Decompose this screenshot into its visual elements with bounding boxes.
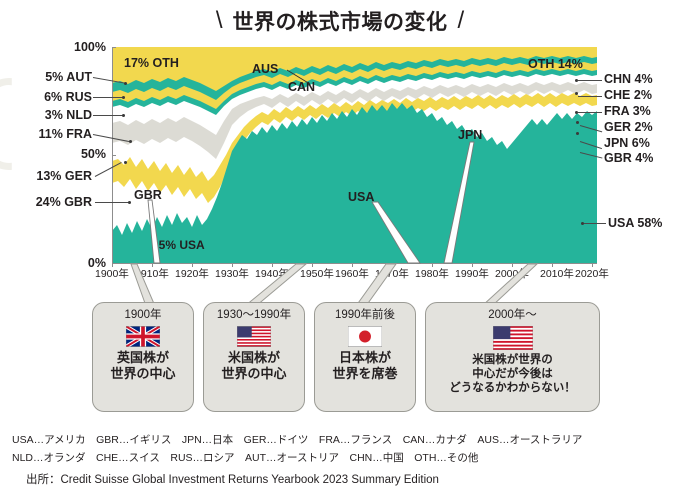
leader-dot-rus	[122, 95, 126, 99]
flag-us-icon-2	[492, 325, 533, 350]
end-label-fra: FRA 3%	[604, 104, 651, 118]
leader-dot-jpn-end	[576, 131, 580, 135]
x-tick-label-1920: 1920年	[175, 268, 209, 280]
start-label-rus: 6% RUS	[44, 90, 92, 104]
inline-label-can: CAN	[288, 80, 316, 94]
callout-gbr-1900[interactable]: 1900年 英国株が 世界の中心	[92, 302, 194, 412]
callout-text-4: 米国株が世界の 中心だが今後は どうなるかわからない！	[449, 353, 576, 395]
leader-dot-aut	[124, 82, 128, 86]
y-tick-0	[112, 263, 116, 264]
leader-line-rus	[93, 97, 123, 98]
x-tick-label-1950: 1950年	[300, 268, 334, 280]
inline-label-gbr: GBR	[134, 188, 162, 202]
callout-usa-2000[interactable]: 2000年〜 米国株が世界の 中心だが今後は どうなるかわからない！	[425, 302, 600, 412]
callout-year-1: 1900年	[124, 309, 162, 321]
x-tick-label-1970: 1970年	[375, 268, 409, 280]
x-tick-1990	[472, 263, 473, 267]
end-label-usa: USA 58%	[608, 216, 663, 230]
flag-uk-icon	[126, 325, 160, 347]
end-label-gbr: GBR 4%	[604, 151, 654, 165]
title-slash-left: \	[215, 7, 223, 34]
end-label-che: CHE 2%	[604, 88, 652, 102]
x-tick-label-1900: 1900年	[95, 268, 129, 280]
leader-dot-ger	[124, 161, 128, 165]
end-label-ger: GER 2%	[604, 120, 653, 134]
start-label-ger: 13% GER	[36, 169, 92, 183]
stacked-area-chart	[112, 47, 597, 263]
y-tick-label-0: 0%	[87, 256, 106, 270]
y-tick-label-50: 50%	[80, 147, 106, 161]
x-tick-label-1990: 1990年	[455, 268, 489, 280]
y-tick-label-100: 100%	[74, 40, 106, 54]
leader-dot-fra-end	[575, 110, 579, 114]
decorative-arc	[0, 78, 12, 170]
band-usa	[112, 103, 597, 263]
x-tick-1920	[192, 263, 193, 267]
inline-label-aus: AUS	[252, 62, 279, 76]
inline-label-oth-end: OTH 14%	[528, 57, 583, 71]
page-title: \ 世界の株式市場の変化 /	[0, 4, 680, 38]
start-label-gbr: 24% GBR	[35, 195, 92, 209]
x-tick-label-2010: 2010年	[540, 268, 574, 280]
leader-dot-fra	[129, 140, 133, 144]
leader-line-nld	[93, 115, 123, 116]
callout-year-4: 2000年〜	[488, 309, 537, 321]
title-slash-right: /	[457, 7, 465, 34]
x-tick-label-2020: 2020年	[575, 268, 609, 280]
leader-dot-chn	[575, 78, 579, 82]
chart-svg	[112, 47, 597, 263]
leader-line-fra-end	[578, 112, 602, 113]
inline-label-jpn: JPN	[458, 128, 483, 142]
start-label-nld: 3% NLD	[44, 108, 92, 122]
flag-us-icon-1	[237, 325, 271, 347]
x-tick-1900	[112, 263, 113, 267]
callout-text-2: 米国株が 世界の中心	[221, 349, 287, 381]
leader-dot-nld	[122, 113, 126, 117]
callout-usa-1930[interactable]: 1930〜1990年 米国株が 世界の中心	[203, 302, 305, 412]
start-label-fra: 11% FRA	[38, 127, 93, 141]
leader-line-chn	[578, 80, 602, 81]
flag-jp-icon	[348, 325, 382, 347]
y-tick-50	[112, 155, 116, 156]
x-tick-1960	[352, 263, 353, 267]
x-tick-label-1940: 1940年	[255, 268, 289, 280]
callout-text-3: 日本株が 世界を席巻	[332, 349, 398, 381]
legend-line-2: NLD…オランダ CHE…スイス RUS…ロシア AUT…オーストリア CHN……	[12, 452, 479, 464]
inline-label-oth-start: 17% OTH	[124, 56, 179, 70]
leader-line-gbr	[95, 202, 129, 203]
end-label-chn: CHN 4%	[604, 72, 653, 86]
x-tick-2010	[552, 263, 553, 267]
y-tick-100	[112, 47, 116, 48]
callout-text-1: 英国株が 世界の中心	[110, 349, 176, 381]
end-label-jpn: JPN 6%	[604, 136, 650, 150]
start-label-aut: 5% AUT	[45, 70, 92, 84]
leader-dot-gbr	[128, 200, 132, 204]
x-tick-label-2000: 2000年	[495, 268, 529, 280]
callout-jpn-1990[interactable]: 1990年前後 日本株が 世界を席巻	[314, 302, 416, 412]
x-tick-label-1980: 1980年	[415, 268, 449, 280]
leader-dot-ger-end	[576, 120, 580, 124]
x-tick-1950	[312, 263, 313, 267]
x-tick-label-1960: 1960年	[335, 268, 369, 280]
title-text: 世界の株式市場の変化	[232, 11, 448, 34]
leader-line-che	[578, 96, 602, 97]
callout-year-3: 1990年前後	[334, 309, 396, 321]
x-tick-label-1910: 1910年	[135, 268, 169, 280]
leader-dot-usa-end	[581, 221, 585, 225]
legend-line-1: USA…アメリカ GBR…イギリス JPN…日本 GER…ドイツ FRA…フラン…	[12, 434, 583, 446]
inline-label-usa: USA	[348, 190, 375, 204]
x-tick-1930	[232, 263, 233, 267]
x-axis-line	[112, 263, 597, 264]
source-note: 出所：Credit Suisse Global Investment Retur…	[26, 474, 439, 486]
x-tick-2020	[592, 263, 593, 267]
leader-dot-che	[575, 91, 579, 95]
callout-year-2: 1930〜1990年	[216, 309, 292, 321]
inline-label-usa-start: 15% USA	[152, 238, 205, 252]
x-tick-1980	[432, 263, 433, 267]
x-tick-label-1930: 1930年	[215, 268, 249, 280]
leader-line-usa-end	[584, 223, 606, 224]
